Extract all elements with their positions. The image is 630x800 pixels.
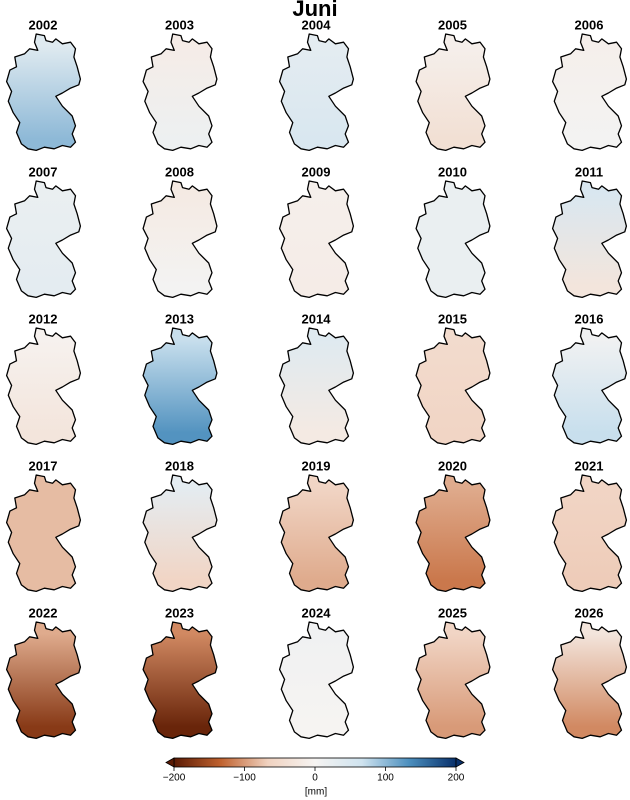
map-year: 2004 [302,17,332,32]
germany-map [142,327,218,446]
map-year: 2024 [302,605,332,620]
germany-map [551,180,628,299]
colorbar-tick-label: 100 [377,773,394,784]
germany-map [142,180,218,299]
germany-map [551,621,628,740]
map-year: 2023 [165,605,194,620]
germany-map [142,621,218,740]
colorbar-low-end [165,757,175,768]
germany-map [415,327,491,446]
colorbar-high-end [455,757,465,768]
map-year: 2003 [165,17,194,32]
map-year: 2011 [575,164,603,179]
map-year: 2021 [575,458,604,473]
map-year: 2019 [302,458,331,473]
germany-map [5,621,82,740]
germany-map [278,33,355,152]
germany-map [415,180,491,299]
map-year: 2020 [438,458,467,473]
colorbar-tick-label: 0 [312,773,318,784]
colorbar-tick-label: −200 [163,773,186,784]
map-year: 2010 [438,164,467,179]
germany-map [142,474,218,593]
map-year: 2015 [438,311,467,326]
germany-map [551,327,628,446]
map-year: 2014 [302,311,332,326]
germany-map [5,327,82,446]
germany-map [5,180,82,299]
colorbar-tick-label: −100 [233,773,256,784]
map-year: 2017 [29,458,58,473]
map-year: 2022 [29,605,58,620]
germany-map [278,180,355,299]
germany-map [415,621,491,740]
germany-map [551,474,628,593]
germany-map [551,33,628,152]
map-year: 2005 [438,17,467,32]
colorbar [173,757,457,768]
map-year: 2007 [29,164,58,179]
germany-map [278,474,355,593]
germany-map [278,621,355,740]
germany-map [415,474,491,593]
map-year: 2018 [165,458,194,473]
map-year: 2025 [438,605,467,620]
map-year: 2016 [575,311,604,326]
colorbar-label: [mm] [305,787,327,798]
germany-map [415,33,491,152]
germany-map [5,33,82,152]
germany-map [142,33,218,152]
map-year: 2002 [29,17,58,32]
germany-map [278,327,355,446]
map-year: 2013 [165,311,194,326]
figure-title: Juni [292,0,337,21]
map-year: 2008 [165,164,194,179]
germany-map [5,474,82,593]
map-year: 2026 [575,605,604,620]
map-year: 2006 [575,17,604,32]
map-year: 2009 [302,164,331,179]
colorbar-tick-label: 200 [448,773,465,784]
map-year: 2012 [29,311,58,326]
